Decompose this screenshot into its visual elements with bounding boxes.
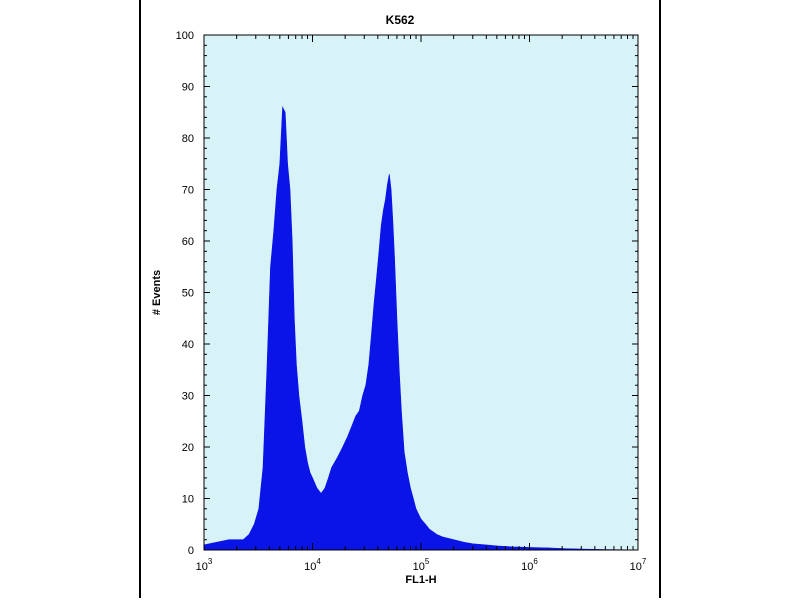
x-tick-label: 107 — [630, 557, 647, 573]
y-tick-label: 100 — [176, 30, 194, 42]
x-tick-label: 103 — [196, 557, 213, 573]
x-tick-label: 105 — [413, 557, 430, 573]
series-area — [203, 105, 639, 551]
y-axis-title: # Events — [151, 270, 163, 315]
y-tick-label: 90 — [182, 82, 194, 94]
y-tick-label: 60 — [182, 236, 194, 248]
x-axis-title: FL1-H — [405, 574, 436, 586]
y-tick-label: 20 — [182, 442, 194, 454]
y-tick-label: 80 — [182, 133, 194, 145]
x-axis: 103 104 105 106 107 — [196, 35, 647, 573]
y-tick-label: 10 — [182, 494, 194, 506]
y-tick-label: 0 — [188, 545, 194, 557]
y-tick-label: 40 — [182, 339, 194, 351]
y-tick-label: 30 — [182, 391, 194, 403]
x-tick-label: 104 — [304, 557, 321, 573]
chart-title: K562 — [386, 13, 415, 27]
y-tick-label: 50 — [182, 288, 194, 300]
y-tick-label: 70 — [182, 185, 194, 197]
y-axis: 0 10 20 30 40 50 60 70 80 90 100 — [176, 30, 638, 557]
x-tick-label: 106 — [521, 557, 538, 573]
